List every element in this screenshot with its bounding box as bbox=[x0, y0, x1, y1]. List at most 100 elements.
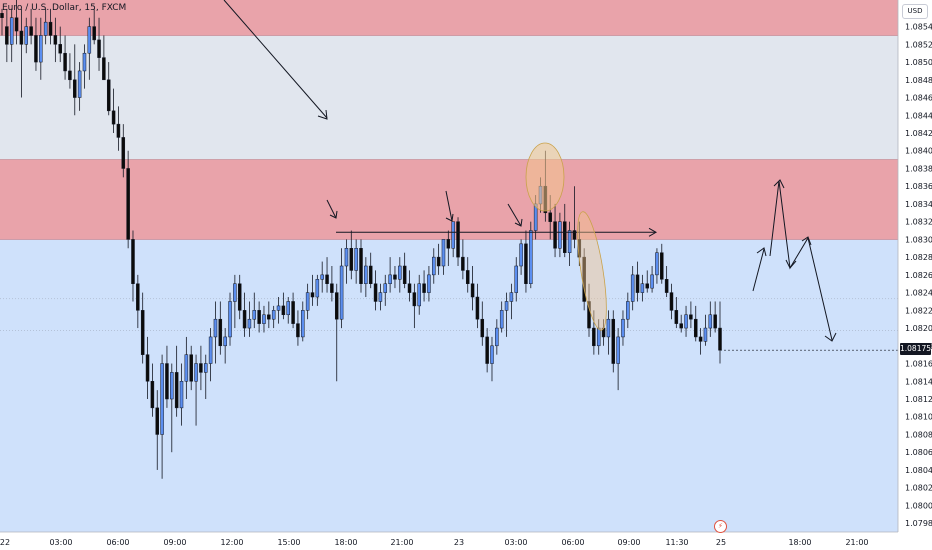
candle-body bbox=[325, 274, 329, 284]
candle bbox=[490, 336, 494, 382]
chart-title: Euro / U.S. Dollar, 15, FXCM bbox=[2, 3, 127, 13]
candle bbox=[111, 88, 116, 133]
candle bbox=[199, 345, 203, 391]
candle-body bbox=[63, 52, 67, 72]
candle bbox=[19, 8, 24, 98]
x-tick-label: 11:30 bbox=[665, 538, 688, 547]
current-price-tag: 1.08175 bbox=[900, 343, 932, 355]
candle bbox=[194, 354, 198, 426]
candle-body bbox=[495, 327, 499, 347]
candle bbox=[378, 283, 383, 311]
candle-body bbox=[660, 252, 664, 280]
candle bbox=[334, 283, 339, 382]
candle bbox=[276, 297, 281, 324]
candle bbox=[611, 310, 616, 373]
candle-body bbox=[184, 354, 189, 382]
candle-body bbox=[718, 327, 722, 351]
candle bbox=[456, 217, 460, 266]
candle-body bbox=[160, 363, 164, 435]
x-tick-label: 12:00 bbox=[220, 538, 243, 547]
candle-body bbox=[150, 381, 155, 409]
candle bbox=[587, 283, 591, 337]
candle-body bbox=[630, 274, 635, 302]
candle bbox=[189, 345, 193, 391]
candle bbox=[393, 266, 397, 289]
candle-body bbox=[305, 292, 310, 311]
candle bbox=[29, 8, 33, 45]
candle bbox=[24, 17, 29, 54]
candlestick-series bbox=[0, 0, 722, 479]
lightning-icon[interactable]: ⚡ bbox=[714, 520, 727, 533]
candle-body bbox=[29, 26, 33, 36]
price-axis bbox=[898, 0, 932, 550]
candle bbox=[461, 239, 465, 280]
candle-body bbox=[402, 265, 407, 284]
candle-body bbox=[39, 35, 43, 63]
candle bbox=[368, 252, 373, 289]
projection-segment bbox=[752, 248, 765, 292]
candle-body bbox=[596, 327, 601, 347]
candle bbox=[514, 257, 518, 302]
y-tick-label: 1.08280 bbox=[905, 253, 932, 262]
candle-body bbox=[708, 314, 713, 329]
candle-body bbox=[286, 301, 290, 316]
candle bbox=[184, 336, 189, 399]
candle bbox=[693, 305, 698, 342]
candle bbox=[213, 301, 218, 364]
candle bbox=[53, 17, 58, 63]
candle-body bbox=[301, 310, 305, 338]
candle bbox=[39, 17, 43, 80]
candle-body bbox=[97, 39, 101, 58]
candle bbox=[383, 274, 388, 306]
y-tick-label: 1.08260 bbox=[905, 271, 932, 280]
candle-body bbox=[271, 310, 276, 320]
candle bbox=[14, 0, 19, 45]
candle-body bbox=[194, 363, 198, 382]
candle bbox=[698, 328, 703, 355]
candle bbox=[626, 292, 630, 329]
x-tick-label: 18:00 bbox=[788, 538, 811, 547]
candle-body bbox=[655, 252, 659, 276]
candle bbox=[315, 274, 320, 306]
y-tick-label: 1.08540 bbox=[905, 23, 932, 32]
candle bbox=[446, 230, 451, 266]
candle bbox=[427, 266, 431, 302]
candle bbox=[606, 310, 611, 355]
candle bbox=[650, 266, 654, 293]
x-tick-label: 25 bbox=[716, 538, 726, 547]
candle-body bbox=[121, 137, 126, 169]
candle-body bbox=[179, 381, 184, 409]
candle-body bbox=[233, 283, 237, 302]
candle bbox=[388, 257, 392, 293]
candle bbox=[223, 328, 227, 364]
y-tick-label: 1.08500 bbox=[905, 58, 932, 67]
candle bbox=[247, 301, 252, 337]
candle-body bbox=[393, 274, 397, 280]
candle bbox=[553, 203, 557, 258]
candle-body bbox=[291, 301, 295, 324]
candle bbox=[689, 301, 693, 329]
candle-body bbox=[456, 221, 460, 258]
candle-body bbox=[53, 35, 58, 45]
y-tick-label: 1.08020 bbox=[905, 484, 932, 493]
candle bbox=[417, 274, 421, 315]
candle bbox=[82, 44, 87, 89]
candle bbox=[165, 345, 169, 408]
candle bbox=[524, 230, 528, 293]
currency-badge[interactable]: USD bbox=[902, 4, 928, 19]
y-tick-label: 1.08220 bbox=[905, 306, 932, 315]
candle-body bbox=[698, 336, 703, 342]
candle-body bbox=[68, 70, 72, 81]
candle-body bbox=[339, 265, 344, 320]
candle bbox=[509, 283, 514, 320]
candle-body bbox=[315, 279, 320, 298]
candle bbox=[572, 186, 577, 249]
candle bbox=[519, 239, 523, 275]
candle-body bbox=[611, 318, 616, 364]
candle bbox=[179, 363, 184, 426]
y-tick-label: 1.08140 bbox=[905, 377, 932, 386]
candle-body bbox=[170, 372, 174, 400]
